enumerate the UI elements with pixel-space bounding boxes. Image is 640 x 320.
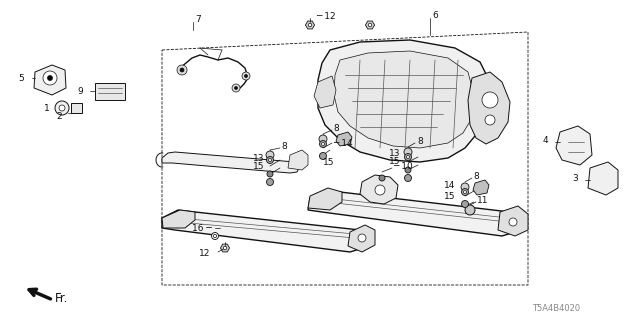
Circle shape [465,205,475,215]
Circle shape [461,183,469,191]
Circle shape [266,156,273,164]
Circle shape [47,76,52,81]
Text: ─ 12: ─ 12 [316,12,335,20]
Polygon shape [308,188,342,210]
Circle shape [267,171,273,177]
Circle shape [461,201,468,207]
Circle shape [319,135,327,143]
Circle shape [213,235,216,237]
Text: 8: 8 [281,141,287,150]
Text: 15: 15 [388,156,400,165]
Polygon shape [308,190,520,236]
Circle shape [358,234,366,242]
Text: 14: 14 [444,180,455,189]
Polygon shape [288,150,308,170]
Text: 8: 8 [417,137,423,146]
Text: 15: 15 [253,162,264,171]
Circle shape [482,92,498,108]
Polygon shape [318,40,490,162]
Polygon shape [334,51,474,148]
Text: 7: 7 [195,14,201,23]
Polygon shape [498,206,528,236]
Circle shape [308,23,312,27]
Text: 5: 5 [19,74,24,83]
Circle shape [405,167,411,173]
Circle shape [234,86,237,90]
Polygon shape [220,244,230,252]
Polygon shape [473,180,489,195]
Text: 11: 11 [477,196,488,204]
Polygon shape [556,126,592,165]
Circle shape [269,158,271,162]
Text: 8: 8 [473,172,479,180]
Text: 13: 13 [388,148,400,157]
Circle shape [223,246,227,250]
Text: 8: 8 [333,124,339,132]
Text: 3: 3 [572,173,578,182]
Circle shape [404,154,412,161]
Circle shape [319,140,326,148]
Text: 16 ─: 16 ─ [192,223,212,233]
Text: Fr.: Fr. [55,292,68,305]
Circle shape [177,65,187,75]
Polygon shape [162,210,195,228]
Text: 12: 12 [198,250,210,259]
Polygon shape [71,103,82,113]
Circle shape [244,75,248,77]
Circle shape [368,23,372,27]
Circle shape [321,142,324,146]
Text: 9: 9 [77,86,83,95]
Text: 13: 13 [253,154,264,163]
Polygon shape [348,225,375,252]
Polygon shape [34,65,66,95]
Circle shape [404,174,412,181]
Text: 2: 2 [56,111,62,121]
Circle shape [485,115,495,125]
Circle shape [404,148,412,156]
Text: T5A4B4020: T5A4B4020 [532,304,580,313]
Circle shape [461,188,468,196]
Polygon shape [365,21,374,29]
Text: ─ 10: ─ 10 [393,162,413,171]
Circle shape [43,71,57,85]
Polygon shape [360,175,398,204]
Circle shape [242,72,250,80]
Circle shape [211,233,218,239]
Circle shape [266,151,274,159]
Circle shape [375,185,385,195]
Circle shape [232,84,240,92]
Polygon shape [336,132,352,146]
Circle shape [463,190,467,194]
Circle shape [180,68,184,72]
Circle shape [59,105,65,111]
Circle shape [266,179,273,186]
Text: ─ 14: ─ 14 [333,139,353,148]
Polygon shape [162,152,300,173]
Polygon shape [305,21,314,29]
Polygon shape [162,210,368,252]
Text: 4: 4 [542,135,548,145]
Circle shape [379,175,385,181]
Polygon shape [95,83,125,100]
Polygon shape [468,72,510,144]
Circle shape [55,101,69,115]
Circle shape [406,156,410,158]
Polygon shape [314,76,336,108]
Polygon shape [588,162,618,195]
Text: 15: 15 [323,157,335,166]
Text: 6: 6 [432,11,438,20]
Text: 15: 15 [444,191,455,201]
Circle shape [319,153,326,159]
Circle shape [509,218,517,226]
Text: 1: 1 [44,103,50,113]
